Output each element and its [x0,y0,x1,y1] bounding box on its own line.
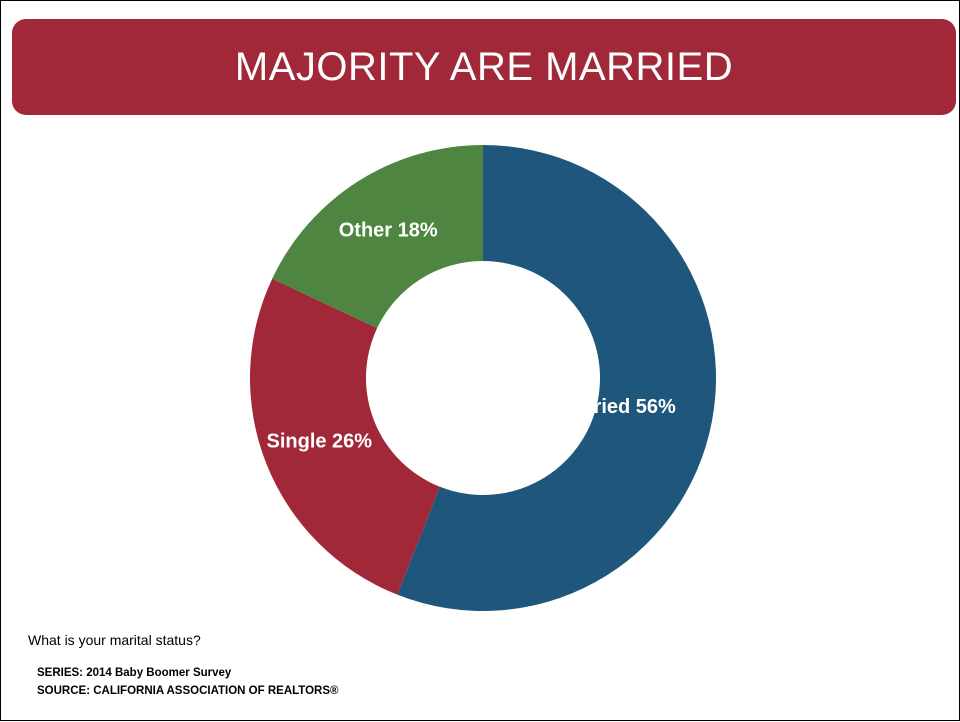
series-caption: SERIES: 2014 Baby Boomer Survey [37,667,232,679]
slice-single [250,278,440,595]
slice-label-married: Married 56% [558,396,676,418]
slice-label-single: Single 26% [266,431,372,453]
slide-title: MAJORITY ARE MARRIED [234,44,734,89]
survey-question: What is your marital status? [28,632,201,648]
slice-married [397,145,717,612]
title-banner: MAJORITY ARE MARRIED [12,19,956,115]
slice-label-other: Other 18% [339,220,438,242]
slice-other [272,145,483,329]
source-caption: SOURCE: CALIFORNIA ASSOCIATION OF REALTO… [37,685,339,697]
